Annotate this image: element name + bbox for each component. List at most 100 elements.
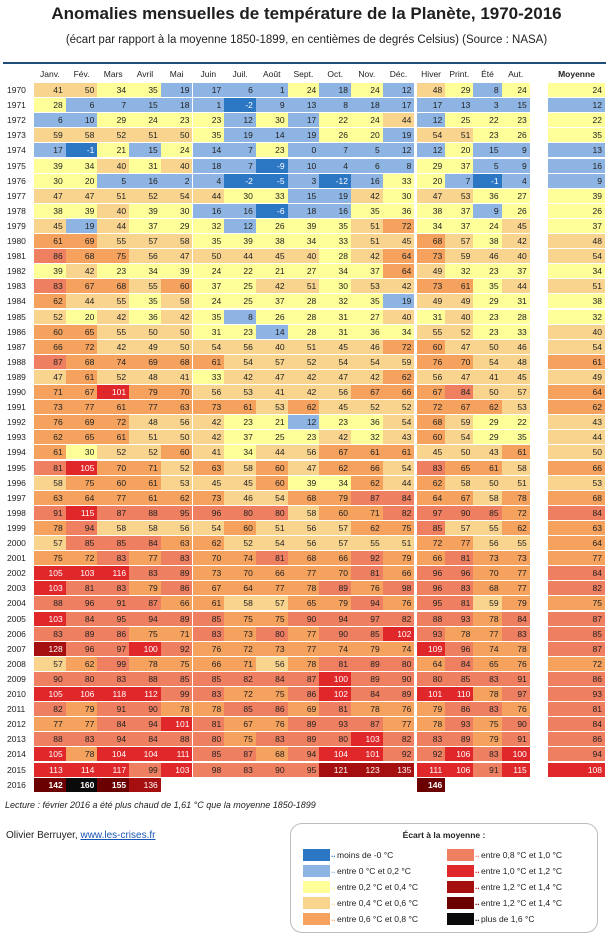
season-cell: 101 bbox=[417, 687, 446, 701]
year-label: 1994 bbox=[7, 447, 26, 458]
year-label: 2001 bbox=[7, 553, 26, 564]
month-cell: -2 bbox=[224, 98, 256, 113]
month-header: Déc. bbox=[389, 69, 408, 79]
month-cell: 80 bbox=[255, 505, 288, 520]
year-label: 1974 bbox=[7, 145, 26, 156]
month-cell: 36 bbox=[382, 203, 415, 218]
season-cell: 37 bbox=[445, 158, 474, 173]
season-cell: 62 bbox=[501, 520, 530, 535]
season-cell: 90 bbox=[445, 505, 474, 520]
month-cell: 90 bbox=[287, 611, 320, 626]
season-cell: 61 bbox=[445, 279, 474, 294]
month-cell: 40 bbox=[382, 309, 415, 324]
season-cell: 92 bbox=[417, 747, 446, 762]
month-cell: 70 bbox=[160, 385, 193, 399]
month-cell: 16 bbox=[224, 203, 256, 218]
month-cell: 44 bbox=[255, 445, 288, 460]
month-cell: 46 bbox=[351, 339, 383, 354]
month-cell: 66 bbox=[351, 460, 383, 475]
month-cell: 78 bbox=[351, 702, 383, 717]
month-cell: 89 bbox=[65, 626, 98, 641]
month-cell: 68 bbox=[255, 747, 288, 762]
month-cell: 34 bbox=[287, 234, 320, 248]
season-cell: 55 bbox=[473, 520, 502, 535]
mean-cell: 54 bbox=[548, 249, 605, 264]
season-cell: 45 bbox=[417, 445, 446, 460]
month-cell: 24 bbox=[351, 113, 383, 128]
season-cell: 64 bbox=[417, 490, 446, 505]
month-cell: 50 bbox=[65, 83, 98, 97]
month-cell: 42 bbox=[65, 264, 98, 279]
legend-label: entre 0,2 °C et 0,4 °C bbox=[337, 882, 418, 892]
season-cell: 49 bbox=[417, 264, 446, 279]
legend-item: .. entre 0,2 °C et 0,4 °C bbox=[303, 880, 453, 894]
month-cell: 25 bbox=[224, 279, 256, 294]
legend-item: .. entre 1,2 °C et 1,4 °C bbox=[447, 896, 597, 910]
month-cell: 17 bbox=[382, 98, 415, 113]
month-cell: 87 bbox=[97, 505, 130, 520]
month-cell: 73 bbox=[224, 626, 256, 641]
month-cell: 95 bbox=[97, 611, 130, 626]
season-cell: 56 bbox=[417, 369, 446, 384]
month-header: Juil. bbox=[232, 69, 248, 79]
month-cell: 63 bbox=[160, 536, 193, 550]
legend-swatch bbox=[447, 897, 474, 909]
season-cell: 68 bbox=[417, 415, 446, 430]
season-cell: 47 bbox=[417, 188, 446, 203]
month-cell: 85 bbox=[65, 536, 98, 550]
month-cell: 63 bbox=[160, 400, 193, 415]
month-header: Fév. bbox=[73, 69, 90, 79]
season-cell: 27 bbox=[501, 188, 530, 203]
author-link[interactable]: www.les-crises.fr bbox=[80, 830, 156, 841]
month-cell: 90 bbox=[382, 671, 415, 686]
month-cell: 45 bbox=[255, 249, 288, 264]
mean-cell: 86 bbox=[548, 732, 605, 747]
month-cell: 121 bbox=[319, 762, 351, 777]
month-cell: 44 bbox=[224, 249, 256, 264]
season-cell: 15 bbox=[473, 143, 502, 158]
month-cell: 117 bbox=[97, 762, 130, 777]
month-cell: 67 bbox=[319, 445, 351, 460]
season-cell: 85 bbox=[473, 505, 502, 520]
month-cell: 87 bbox=[351, 490, 383, 505]
season-cell: 75 bbox=[473, 717, 502, 732]
month-cell: 83 bbox=[97, 551, 130, 566]
month-cell: 62 bbox=[382, 369, 415, 384]
year-label: 1985 bbox=[7, 311, 26, 322]
legend-label: plus de 1,6 °C bbox=[481, 914, 535, 924]
month-cell: 32 bbox=[192, 218, 225, 233]
season-cell: 97 bbox=[417, 505, 446, 520]
season-cell: 106 bbox=[445, 747, 474, 762]
month-cell: 75 bbox=[224, 611, 256, 626]
month-header: Oct. bbox=[327, 69, 343, 79]
month-cell: 48 bbox=[129, 369, 161, 384]
month-cell: 76 bbox=[34, 415, 66, 430]
month-cell: 42 bbox=[287, 369, 320, 384]
year-label: 2010 bbox=[7, 689, 26, 699]
season-cell: 31 bbox=[417, 309, 446, 324]
month-cell: 23 bbox=[255, 143, 288, 158]
month-cell: 94 bbox=[65, 520, 98, 535]
season-cell: 9 bbox=[501, 158, 530, 173]
legend-label: entre 0 °C et 0,2 °C bbox=[337, 866, 411, 876]
month-cell: 62 bbox=[34, 294, 66, 309]
year-label: 2013 bbox=[7, 734, 26, 745]
season-cell: 51 bbox=[501, 475, 530, 490]
legend-item: .. entre 0,4 °C et 0,6 °C bbox=[303, 896, 453, 910]
month-cell: 10 bbox=[287, 158, 320, 173]
month-cell: 20 bbox=[351, 128, 383, 143]
month-cell: 58 bbox=[34, 475, 66, 490]
season-cell: 73 bbox=[473, 551, 502, 566]
month-cell: 160 bbox=[65, 777, 98, 792]
month-cell: 40 bbox=[255, 339, 288, 354]
season-cell: 77 bbox=[501, 581, 530, 596]
month-cell: 30 bbox=[224, 188, 256, 203]
month-cell: 136 bbox=[129, 777, 161, 792]
year-label: 1984 bbox=[7, 296, 26, 307]
season-cell: 4 bbox=[501, 173, 530, 188]
legend-label: entre 1,0 °C et 1,2 °C bbox=[481, 866, 562, 876]
season-cell: 29 bbox=[417, 158, 446, 173]
month-cell: 50 bbox=[192, 249, 225, 264]
season-cell: 5 bbox=[473, 158, 502, 173]
month-cell: 84 bbox=[97, 717, 130, 732]
